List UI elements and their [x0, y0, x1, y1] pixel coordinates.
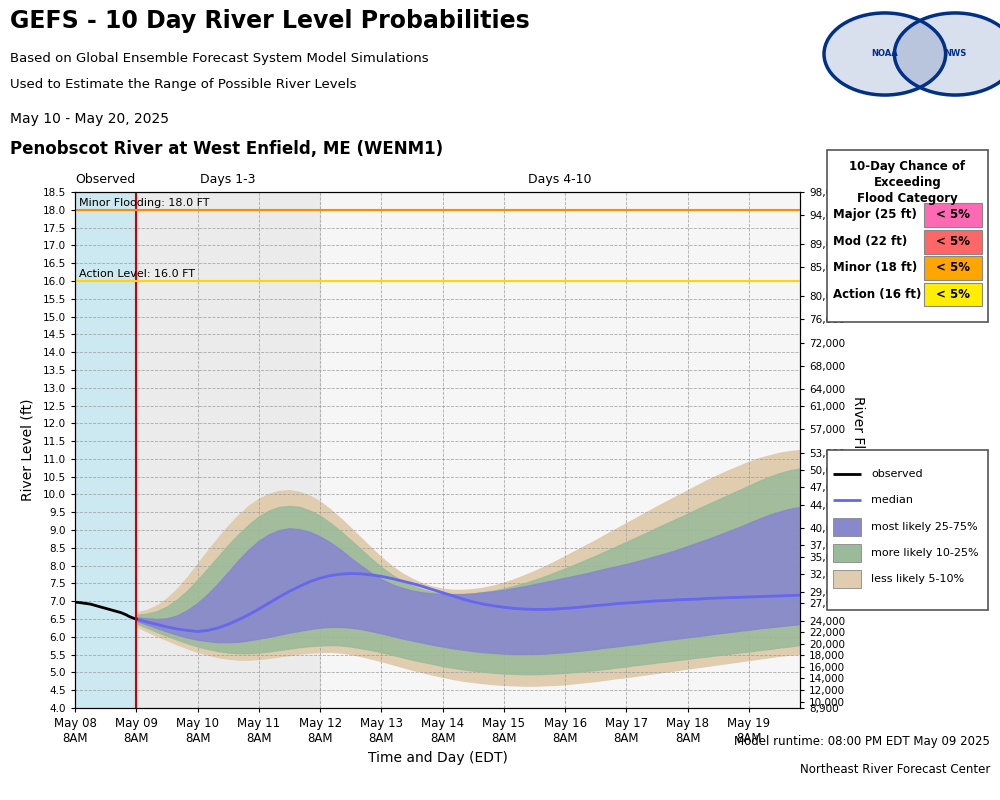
- observed: [120, 610, 132, 619]
- Text: Penobscot River at West Enfield, ME (WENM1): Penobscot River at West Enfield, ME (WEN…: [10, 141, 443, 158]
- Line: observed: observed: [75, 602, 136, 619]
- Text: less likely 5-10%: less likely 5-10%: [871, 574, 964, 584]
- FancyBboxPatch shape: [924, 230, 982, 254]
- Text: Action Level: 16.0 FT: Action Level: 16.0 FT: [79, 269, 195, 279]
- FancyBboxPatch shape: [833, 544, 861, 562]
- Circle shape: [824, 13, 946, 95]
- FancyBboxPatch shape: [924, 282, 982, 306]
- Bar: [75, 192, 136, 708]
- median: [192, 626, 204, 636]
- Text: median: median: [871, 495, 913, 506]
- observed: [82, 599, 94, 609]
- Text: NOAA: NOAA: [871, 50, 898, 58]
- Text: < 5%: < 5%: [936, 261, 970, 274]
- Text: Action (16 ft): Action (16 ft): [833, 287, 922, 301]
- X-axis label: Time and Day (EDT): Time and Day (EDT): [368, 750, 507, 765]
- median: [304, 577, 316, 586]
- Bar: [136, 192, 320, 708]
- FancyBboxPatch shape: [924, 256, 982, 280]
- Circle shape: [894, 13, 1000, 95]
- Text: < 5%: < 5%: [936, 208, 970, 222]
- Y-axis label: River Flow (cfs): River Flow (cfs): [852, 397, 866, 503]
- observed: [77, 598, 89, 608]
- Y-axis label: River Level (ft): River Level (ft): [20, 398, 34, 502]
- median: [671, 595, 683, 605]
- observed: [84, 599, 96, 609]
- Text: Northeast River Forecast Center: Northeast River Forecast Center: [800, 763, 990, 776]
- Text: Major (25 ft): Major (25 ft): [833, 208, 917, 222]
- observed: [110, 606, 122, 616]
- Text: Model runtime: 08:00 PM EDT May 09 2025: Model runtime: 08:00 PM EDT May 09 2025: [734, 735, 990, 748]
- observed: [102, 604, 114, 614]
- observed: [118, 609, 130, 618]
- observed: [92, 602, 104, 611]
- observed: [89, 601, 101, 610]
- observed: [97, 603, 109, 613]
- median: [355, 569, 367, 578]
- observed: [87, 600, 99, 610]
- Text: < 5%: < 5%: [936, 287, 970, 301]
- observed: [123, 611, 135, 621]
- median: [345, 569, 357, 578]
- Text: more likely 10-25%: more likely 10-25%: [871, 548, 979, 558]
- Text: Observed: Observed: [76, 173, 136, 186]
- Text: observed: observed: [871, 470, 923, 479]
- FancyBboxPatch shape: [827, 150, 988, 322]
- observed: [72, 598, 84, 607]
- observed: [130, 614, 142, 624]
- median: [437, 588, 449, 598]
- FancyBboxPatch shape: [827, 450, 988, 610]
- Text: most likely 25-75%: most likely 25-75%: [871, 522, 978, 532]
- Text: Used to Estimate the Range of Possible River Levels: Used to Estimate the Range of Possible R…: [10, 78, 357, 90]
- Text: 10-Day Chance of
Exceeding
Flood Category: 10-Day Chance of Exceeding Flood Categor…: [849, 160, 966, 206]
- Bar: [320, 192, 800, 708]
- observed: [95, 602, 107, 612]
- observed: [115, 608, 127, 618]
- median: [794, 590, 806, 600]
- observed: [107, 606, 119, 615]
- observed: [105, 605, 117, 614]
- observed: [79, 598, 91, 608]
- Text: GEFS - 10 Day River Level Probabilities: GEFS - 10 Day River Level Probabilities: [10, 9, 530, 33]
- observed: [128, 614, 140, 623]
- FancyBboxPatch shape: [833, 518, 861, 536]
- observed: [125, 613, 137, 622]
- Text: May 10 - May 20, 2025: May 10 - May 20, 2025: [10, 111, 169, 126]
- Text: Based on Global Ensemble Forecast System Model Simulations: Based on Global Ensemble Forecast System…: [10, 52, 429, 65]
- Text: NWS: NWS: [944, 50, 966, 58]
- observed: [69, 598, 81, 607]
- Text: Minor (18 ft): Minor (18 ft): [833, 261, 918, 274]
- Text: Mod (22 ft): Mod (22 ft): [833, 234, 908, 248]
- observed: [100, 603, 112, 613]
- Text: < 5%: < 5%: [936, 234, 970, 248]
- median: [181, 626, 193, 635]
- Text: Days 1-3: Days 1-3: [200, 173, 256, 186]
- Line: median: median: [136, 574, 800, 631]
- FancyBboxPatch shape: [924, 203, 982, 227]
- median: [447, 591, 459, 601]
- median: [130, 614, 142, 624]
- observed: [74, 598, 86, 607]
- FancyBboxPatch shape: [833, 570, 861, 588]
- Text: Minor Flooding: 18.0 FT: Minor Flooding: 18.0 FT: [79, 198, 209, 208]
- Text: Days 4-10: Days 4-10: [528, 173, 592, 186]
- observed: [112, 607, 124, 617]
